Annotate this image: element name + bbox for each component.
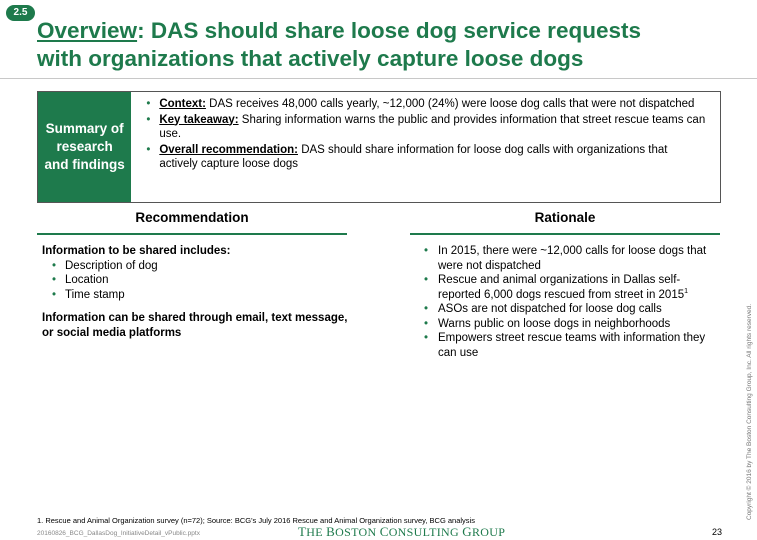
summary-text: DAS should share information for loose d… <box>159 143 668 171</box>
list-item: ASOs are not dispatched for loose dog ca… <box>424 302 714 317</box>
rationale-rule <box>410 233 720 235</box>
title-underlined: Overview <box>37 18 138 43</box>
list-item: In 2015, there were ~12,000 calls for lo… <box>424 244 714 273</box>
summary-text: Sharing information warns the public and… <box>159 113 706 141</box>
summary-item-takeaway: Key takeaway: Sharing information warns … <box>146 113 708 142</box>
summary-label: Summary of research and findings <box>38 92 132 202</box>
recommendation-intro: Information to be shared includes: <box>42 245 231 257</box>
list-item: Warns public on loose dogs in neighborho… <box>424 317 714 332</box>
summary-box: Summary of research and findings Context… <box>37 91 721 203</box>
recommendation-rule <box>37 233 347 235</box>
copyright: Copyright © 2016 by The Boston Consultin… <box>746 303 753 520</box>
footnote: 1. Rescue and Animal Organization survey… <box>37 516 475 525</box>
page-number: 23 <box>712 527 723 537</box>
recommendation-header: Recommendation <box>135 210 249 225</box>
rationale-text: Rescue and animal organizations in Dalla… <box>438 274 685 301</box>
recommendation-body: Information to be shared includes: Descr… <box>42 244 362 340</box>
list-item: Time stamp <box>52 288 362 303</box>
rationale-list: In 2015, there were ~12,000 calls for lo… <box>424 244 714 360</box>
title-line2: with organizations that actively capture… <box>37 46 584 71</box>
section-badge: 2.5 <box>6 5 35 21</box>
summary-list: Context: DAS receives 48,000 calls yearl… <box>131 92 720 202</box>
title-divider <box>0 78 757 79</box>
list-item: Empowers street rescue teams with inform… <box>424 331 714 360</box>
footnote-marker: 1 <box>684 287 689 295</box>
summary-item-recommendation: Overall recommendation: DAS should share… <box>146 143 708 172</box>
summary-text: DAS receives 48,000 calls yearly, ~12,00… <box>205 98 695 110</box>
list-item: Description of dog <box>52 259 362 274</box>
file-name: 20160826_BCG_DallasDog_InitiativeDetail_… <box>37 530 200 537</box>
bcg-logo: THE BOSTON CONSULTING GROUP <box>298 524 506 539</box>
title-line1: : DAS should share loose dog service req… <box>137 18 641 43</box>
summary-key: Overall recommendation: <box>159 143 298 156</box>
page-title: Overview: DAS should share loose dog ser… <box>37 17 737 73</box>
list-item: Location <box>52 273 362 288</box>
recommendation-list: Description of dog Location Time stamp <box>42 259 362 303</box>
list-item: Rescue and animal organizations in Dalla… <box>424 273 714 302</box>
summary-key: Key takeaway: <box>159 113 239 126</box>
recommendation-note: Information can be shared through email,… <box>42 312 348 339</box>
summary-key: Context: <box>159 98 206 110</box>
summary-item-context: Context: DAS receives 48,000 calls yearl… <box>146 97 708 112</box>
rationale-header: Rationale <box>534 210 596 225</box>
